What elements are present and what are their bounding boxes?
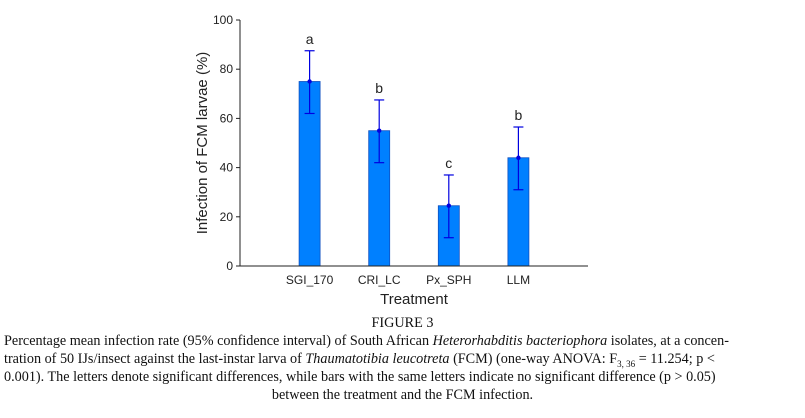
significance-letter: c	[445, 155, 452, 171]
caption-text: isolates, at a concen-	[607, 333, 729, 349]
f-subscript: 3, 36	[617, 358, 636, 369]
mean-point	[307, 79, 312, 84]
caption-text: tration of 50 IJs/insect against the las…	[4, 351, 306, 367]
y-tick-label: 100	[213, 13, 233, 27]
significance-letter: a	[306, 31, 314, 47]
caption-line-2: tration of 50 IJs/insect against the las…	[4, 350, 715, 373]
caption-line-1: Percentage mean infection rate (95% conf…	[4, 332, 729, 350]
y-tick-label: 80	[220, 62, 234, 76]
x-tick-label: Px_SPH	[426, 273, 471, 287]
x-tick-label: SGI_170	[286, 273, 334, 287]
mean-point	[516, 155, 521, 160]
mean-point	[446, 203, 451, 208]
x-tick-label: CRI_LC	[358, 273, 401, 287]
figure-label: FIGURE 3	[371, 315, 434, 331]
y-axis-label: Infection of FCM larvae (%)	[194, 52, 211, 235]
x-axis-label: Treatment	[380, 291, 449, 308]
x-tick-label: LLM	[507, 273, 530, 287]
significance-letter: b	[515, 107, 523, 123]
caption-text: = 11.254; p <	[635, 351, 715, 367]
caption-text: Percentage mean infection rate (95% conf…	[4, 333, 433, 349]
y-tick-label: 20	[220, 210, 234, 224]
species-name: Heterorhabditis bacteriophora	[432, 333, 608, 349]
significance-letter: b	[375, 80, 383, 96]
caption-text: (FCM) (one-way ANOVA: F	[449, 351, 618, 367]
mean-point	[377, 128, 382, 133]
caption-line-3: 0.001). The letters denote significant d…	[4, 369, 716, 385]
y-tick-label: 60	[220, 111, 234, 125]
bar-chart: 0 20 40 60 80 100 a SGI_170 b CRI_LC c Px_SPH b LLM T…	[194, 13, 588, 308]
caption-line-4: between the treatment and the FCM infect…	[271, 387, 534, 403]
y-tick-label: 0	[226, 259, 233, 273]
y-tick-label: 40	[220, 161, 234, 175]
species-name: Thaumatotibia leucotreta	[305, 351, 450, 367]
